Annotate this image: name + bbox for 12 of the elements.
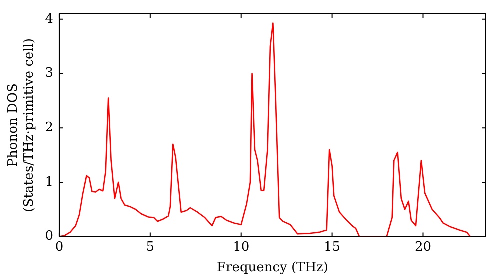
x-tick-label: 10 xyxy=(233,240,250,255)
x-tick-label: 0 xyxy=(55,240,64,255)
x-tick-label: 15 xyxy=(324,240,341,255)
y-tick-label: 4 xyxy=(45,12,54,27)
x-tick-label: 5 xyxy=(146,240,155,255)
y-axis-title: Phonon DOS (States/THz·primitive cell) xyxy=(6,38,37,212)
y-tick-label: 1 xyxy=(45,174,54,190)
x-axis-title: Frequency (THz) xyxy=(217,260,328,276)
y-tick-label: 0 xyxy=(45,229,54,244)
x-tick-label: 20 xyxy=(414,240,432,255)
y-tick-label: 3 xyxy=(45,66,54,82)
y-tick-label: 2 xyxy=(45,120,54,136)
